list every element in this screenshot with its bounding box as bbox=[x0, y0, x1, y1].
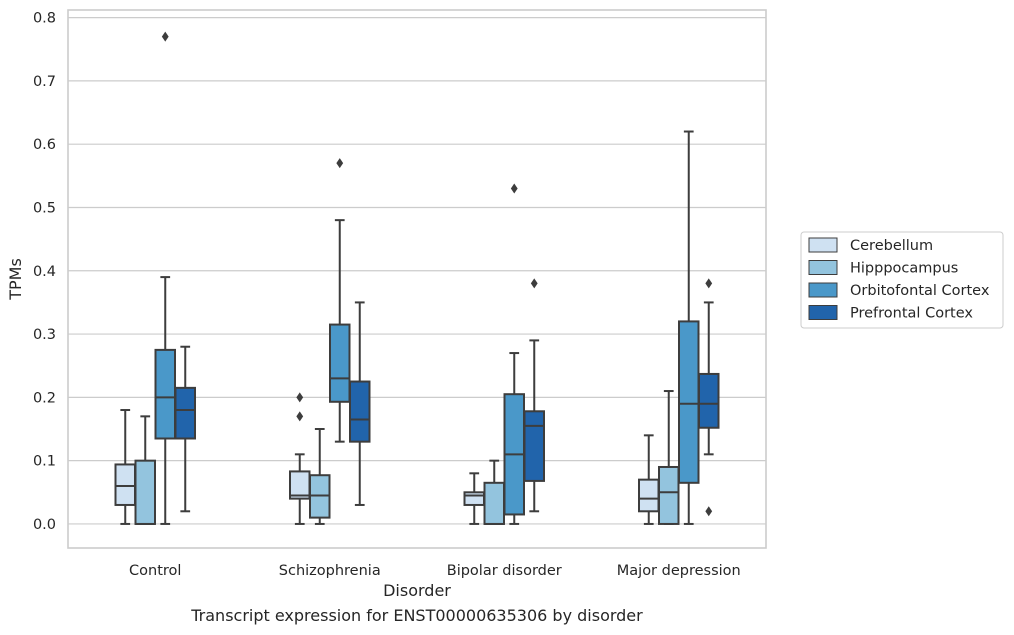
box-cerebellum bbox=[463, 472, 485, 525]
box-orbitofontal-cortex bbox=[503, 183, 525, 525]
box-body bbox=[638, 478, 660, 513]
box-body bbox=[114, 463, 136, 506]
outlier-point bbox=[161, 31, 169, 42]
outlier-point bbox=[705, 506, 713, 517]
legend-item: Cerebellum bbox=[808, 237, 933, 254]
y-tick-label: 0.0 bbox=[33, 517, 56, 533]
legend-frame bbox=[800, 231, 1004, 329]
box-prefrontal-cortex bbox=[174, 345, 196, 513]
legend-swatch bbox=[808, 260, 838, 275]
y-axis-ticks: 0.0 0.1 0.2 0.3 0.4 0.5 0.6 0.7 0.8 bbox=[33, 11, 56, 533]
outlier-point bbox=[530, 278, 538, 289]
grid-lines bbox=[68, 16, 766, 525]
legend-item: Hipppocampus bbox=[808, 260, 958, 277]
box-hipppocampus bbox=[483, 459, 505, 525]
box-prefrontal-cortex bbox=[698, 278, 720, 517]
x-axis-ticks: Control Schizophrenia Bipolar disorder Majo… bbox=[129, 563, 741, 579]
box-body bbox=[483, 481, 505, 525]
box-body bbox=[174, 386, 196, 440]
box-cerebellum bbox=[114, 409, 136, 525]
outlier-point bbox=[296, 411, 304, 422]
outlier-point bbox=[296, 392, 304, 403]
box-body bbox=[134, 459, 156, 525]
y-tick-label: 0.5 bbox=[33, 200, 56, 216]
legend-label: Cerebellum bbox=[850, 238, 933, 254]
legend-label: Hipppocampus bbox=[850, 261, 958, 277]
legend-swatch bbox=[808, 305, 838, 320]
y-tick-label: 0.4 bbox=[33, 264, 56, 280]
x-tick-label: Control bbox=[129, 563, 181, 579]
y-tick-label: 0.7 bbox=[33, 74, 56, 90]
legend-item: Prefrontal Cortex bbox=[808, 305, 973, 322]
legend: Cerebellum Hipppocampus Orbitofontal Corte… bbox=[800, 231, 1004, 329]
y-tick-label: 0.1 bbox=[33, 454, 56, 470]
x-axis-label: Disorder bbox=[383, 581, 451, 600]
box-body bbox=[523, 410, 545, 482]
box-body bbox=[698, 372, 720, 429]
box-hipppocampus bbox=[309, 428, 331, 525]
box-cerebellum bbox=[289, 392, 311, 525]
legend-label: Prefrontal Cortex bbox=[850, 306, 973, 322]
box-prefrontal-cortex bbox=[523, 278, 545, 513]
box-hipppocampus bbox=[134, 415, 156, 525]
outlier-point bbox=[510, 183, 518, 194]
box-body bbox=[463, 491, 485, 506]
y-axis-label: TPMs bbox=[6, 258, 25, 301]
outlier-point bbox=[336, 158, 344, 169]
x-tick-label: Bipolar disorder bbox=[447, 563, 562, 579]
x-tick-label: Schizophrenia bbox=[279, 563, 381, 579]
box-body bbox=[329, 323, 351, 403]
legend-swatch bbox=[808, 237, 838, 253]
box-prefrontal-cortex bbox=[349, 301, 371, 506]
box-orbitofontal-cortex bbox=[329, 158, 351, 443]
y-tick-label: 0.6 bbox=[33, 137, 56, 153]
box-body bbox=[658, 465, 680, 525]
legend-label: Orbitofontal Cortex bbox=[850, 283, 990, 299]
y-tick-label: 0.8 bbox=[33, 11, 56, 27]
y-tick-label: 0.3 bbox=[33, 327, 56, 343]
box-hipppocampus bbox=[658, 390, 680, 525]
plot-frame bbox=[67, 9, 767, 549]
figure-caption: Transcript expression for ENST0000063530… bbox=[191, 606, 643, 625]
legend-item: Orbitofontal Cortex bbox=[808, 282, 990, 299]
box-body bbox=[349, 380, 371, 443]
box-orbitofontal-cortex bbox=[678, 130, 700, 525]
x-tick-label: Major depression bbox=[617, 563, 741, 579]
box-cerebellum bbox=[638, 434, 660, 525]
legend-swatch bbox=[808, 282, 838, 298]
box-orbitofontal-cortex bbox=[154, 31, 176, 525]
box-body bbox=[678, 320, 700, 484]
y-tick-label: 0.2 bbox=[33, 390, 56, 406]
outlier-point bbox=[705, 278, 713, 289]
box-body bbox=[154, 348, 176, 440]
boxes bbox=[114, 31, 720, 525]
